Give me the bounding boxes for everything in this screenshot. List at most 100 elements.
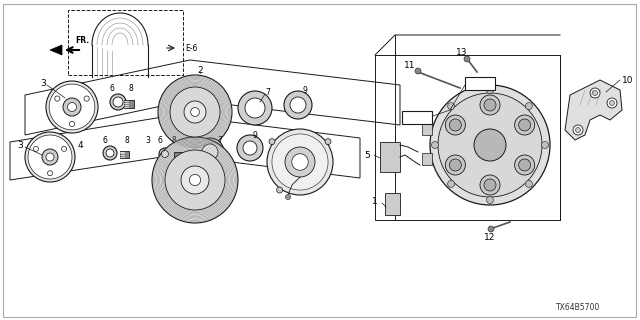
Text: 3: 3 xyxy=(17,140,23,149)
Circle shape xyxy=(42,149,58,165)
Text: 8: 8 xyxy=(125,135,129,145)
FancyBboxPatch shape xyxy=(124,100,134,108)
Circle shape xyxy=(447,180,454,188)
Circle shape xyxy=(267,129,333,195)
Circle shape xyxy=(245,98,265,118)
Circle shape xyxy=(325,139,331,145)
Text: 11: 11 xyxy=(404,60,416,69)
Circle shape xyxy=(106,149,114,157)
Circle shape xyxy=(276,187,283,193)
Circle shape xyxy=(170,87,220,137)
Circle shape xyxy=(515,155,534,175)
Text: B-60: B-60 xyxy=(407,113,427,122)
Circle shape xyxy=(55,96,60,101)
Circle shape xyxy=(161,150,168,157)
Circle shape xyxy=(184,101,206,123)
Circle shape xyxy=(202,144,218,160)
Circle shape xyxy=(438,93,542,197)
Circle shape xyxy=(238,91,272,125)
FancyBboxPatch shape xyxy=(380,142,400,172)
Circle shape xyxy=(575,127,580,132)
Circle shape xyxy=(25,132,75,182)
Circle shape xyxy=(46,153,54,161)
Circle shape xyxy=(47,171,52,176)
Text: TX64B5700: TX64B5700 xyxy=(556,303,600,313)
Circle shape xyxy=(61,146,67,151)
Circle shape xyxy=(449,159,461,171)
FancyBboxPatch shape xyxy=(402,111,432,124)
Circle shape xyxy=(269,139,275,145)
Circle shape xyxy=(484,179,496,191)
Text: 5: 5 xyxy=(364,150,370,159)
Circle shape xyxy=(486,196,493,204)
Circle shape xyxy=(152,137,238,223)
Text: 8: 8 xyxy=(129,84,133,92)
Circle shape xyxy=(445,155,465,175)
Circle shape xyxy=(69,121,75,126)
Circle shape xyxy=(181,166,209,194)
FancyBboxPatch shape xyxy=(422,123,432,135)
Text: 6: 6 xyxy=(102,135,108,145)
Circle shape xyxy=(541,141,548,148)
Text: 9: 9 xyxy=(253,131,257,140)
Circle shape xyxy=(415,68,421,74)
Text: 8: 8 xyxy=(172,135,177,145)
Circle shape xyxy=(189,174,200,186)
Circle shape xyxy=(480,95,500,115)
Text: 6: 6 xyxy=(157,135,163,145)
Circle shape xyxy=(518,159,531,171)
Circle shape xyxy=(590,88,600,98)
Circle shape xyxy=(609,100,614,106)
Circle shape xyxy=(449,119,461,131)
Circle shape xyxy=(113,97,123,107)
Circle shape xyxy=(593,91,598,95)
Text: 9: 9 xyxy=(303,85,307,94)
Text: 6: 6 xyxy=(109,84,115,92)
Text: 10: 10 xyxy=(622,76,634,84)
Circle shape xyxy=(285,195,291,199)
Text: E-6: E-6 xyxy=(185,44,197,52)
Circle shape xyxy=(284,91,312,119)
Circle shape xyxy=(292,154,308,170)
Circle shape xyxy=(272,134,328,190)
Circle shape xyxy=(484,99,496,111)
Circle shape xyxy=(158,75,232,149)
Text: 3: 3 xyxy=(145,135,150,145)
Text: 7: 7 xyxy=(266,87,271,97)
Circle shape xyxy=(67,102,77,111)
Circle shape xyxy=(243,141,257,155)
Circle shape xyxy=(110,94,126,110)
Circle shape xyxy=(159,148,171,160)
Text: 13: 13 xyxy=(456,47,468,57)
Text: FR.: FR. xyxy=(75,36,89,44)
Circle shape xyxy=(464,56,470,62)
Circle shape xyxy=(285,147,315,177)
Circle shape xyxy=(480,175,500,195)
Circle shape xyxy=(518,119,531,131)
Circle shape xyxy=(84,96,89,101)
Circle shape xyxy=(46,81,98,133)
Circle shape xyxy=(573,125,583,135)
Circle shape xyxy=(63,98,81,116)
FancyBboxPatch shape xyxy=(174,152,182,159)
FancyBboxPatch shape xyxy=(385,193,400,215)
Circle shape xyxy=(445,115,465,135)
Circle shape xyxy=(165,150,225,210)
Text: 3: 3 xyxy=(40,78,46,87)
Circle shape xyxy=(237,135,263,161)
FancyBboxPatch shape xyxy=(465,77,495,90)
Circle shape xyxy=(191,108,200,116)
FancyBboxPatch shape xyxy=(120,151,129,158)
Text: 7: 7 xyxy=(218,135,223,145)
Circle shape xyxy=(525,103,532,110)
Circle shape xyxy=(33,146,38,151)
Circle shape xyxy=(525,180,532,188)
Circle shape xyxy=(607,98,617,108)
Circle shape xyxy=(290,97,306,113)
Circle shape xyxy=(431,141,438,148)
Circle shape xyxy=(447,103,454,110)
Text: B-60: B-60 xyxy=(470,78,490,87)
Text: 2: 2 xyxy=(197,66,203,75)
Text: 4: 4 xyxy=(77,140,83,149)
Polygon shape xyxy=(565,80,622,140)
